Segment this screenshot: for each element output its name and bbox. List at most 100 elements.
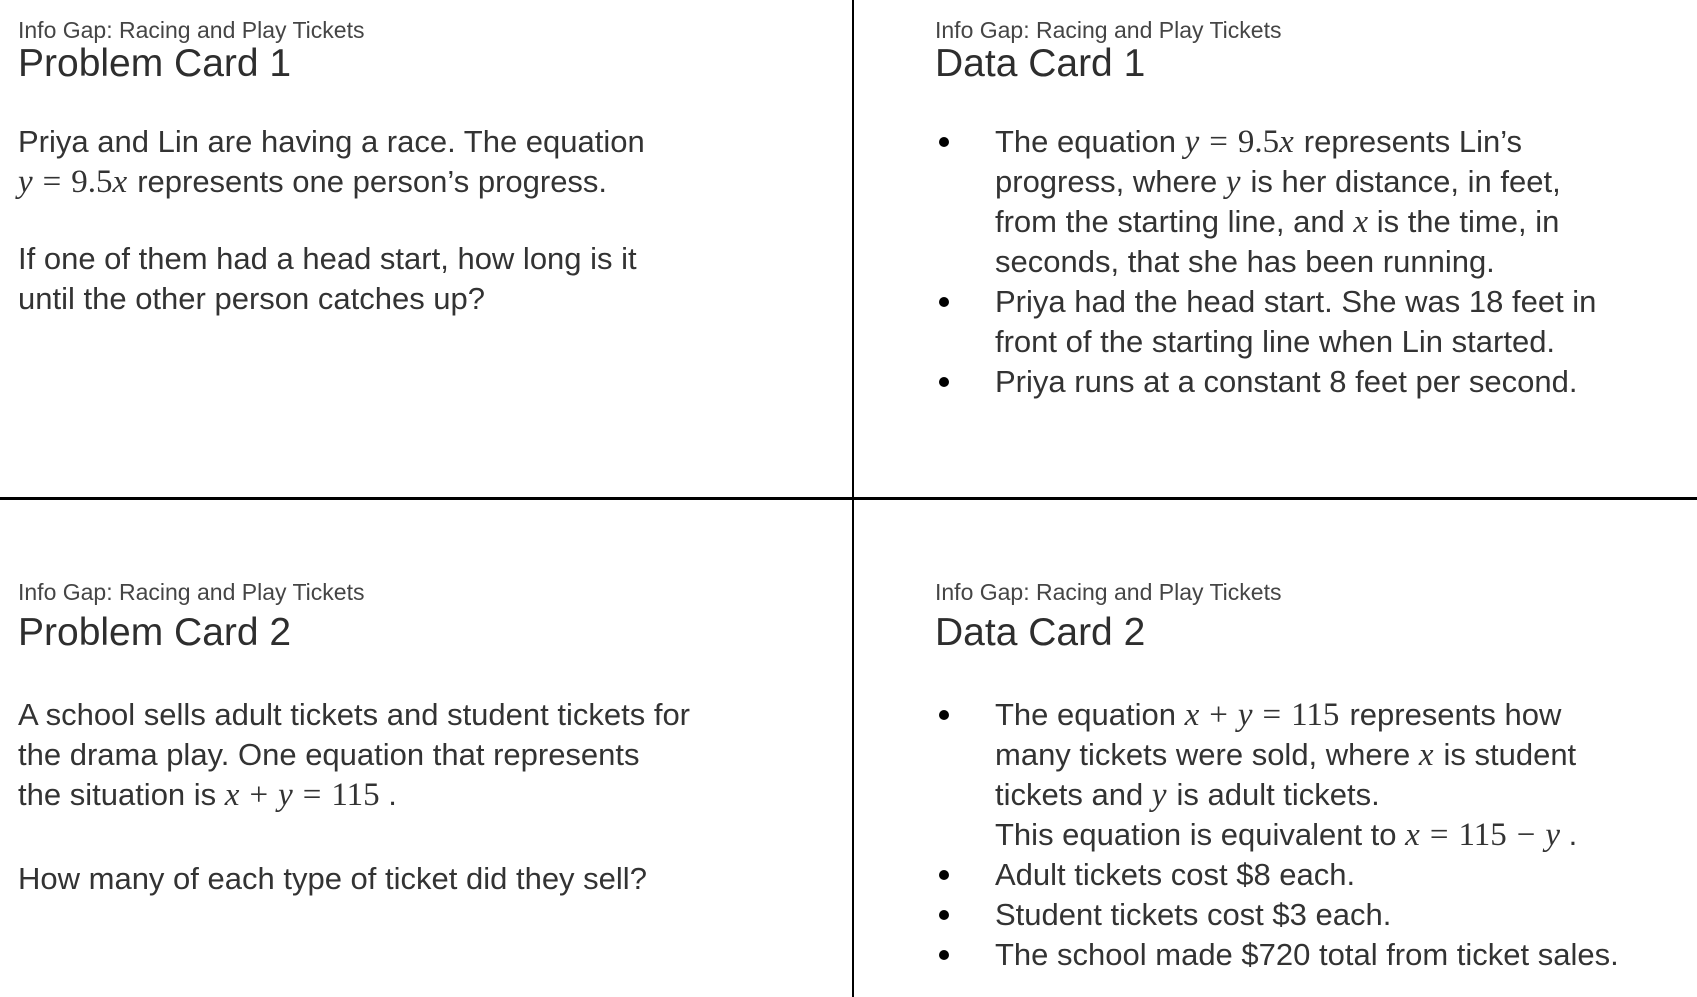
math-segment: y [1237, 697, 1253, 733]
text-line: progress, where y is her distance, in fee… [995, 162, 1596, 202]
text-segment: Priya runs at a constant 8 feet per seco… [995, 364, 1578, 399]
text-segment: represents Lin’s [1303, 124, 1523, 159]
text-line: many tickets were sold, where x is studen… [995, 735, 1619, 775]
problem-card-2: Info Gap: Racing and Play Tickets Proble… [0, 501, 853, 997]
card-title: Data Card 2 [935, 611, 1146, 654]
card-eyebrow: Info Gap: Racing and Play Tickets [935, 17, 1282, 43]
text-line: front of the starting line when Lin star… [995, 322, 1596, 362]
math-segment: + [249, 777, 269, 813]
text-line: The equation y = 9.5x represents Lin’s [995, 122, 1596, 162]
text-line: The school made $720 total from ticket s… [995, 935, 1619, 975]
card-title: Problem Card 2 [18, 611, 292, 654]
text-segment: from the starting line, and [995, 204, 1354, 239]
text-line: A school sells adult tickets and student… [18, 695, 690, 735]
text-segment: tickets and [995, 777, 1152, 812]
text-segment: represents how [1349, 697, 1562, 732]
text-segment: the situation is [18, 777, 225, 812]
bullet-item: Priya runs at a constant 8 feet per seco… [935, 362, 1596, 402]
text-segment: is her distance, in feet, [1250, 164, 1561, 199]
math-segment: y [278, 777, 293, 813]
math-segment: − [1516, 817, 1536, 853]
math-segment: + [1209, 697, 1228, 733]
bullet-item: The school made $720 total from ticket s… [935, 935, 1619, 975]
bullet-item: Adult tickets cost $8 each. [935, 855, 1619, 895]
math-segment: = [1209, 124, 1228, 160]
text-segment: is student [1443, 737, 1577, 772]
text-line: How many of each type of ticket did they… [18, 859, 647, 899]
math-segment: x [1405, 817, 1420, 853]
text-segment: represents one person’s progress. [137, 164, 608, 199]
card-eyebrow: Info Gap: Racing and Play Tickets [18, 579, 365, 605]
data-card-2: Info Gap: Racing and Play Tickets Data C… [855, 501, 1697, 997]
text-segment: the drama play. One equation that repres… [18, 737, 640, 772]
text-line: the drama play. One equation that repres… [18, 735, 690, 775]
text-line: Priya had the head start. She was 18 fee… [995, 282, 1596, 322]
math-segment: 115 [1458, 817, 1507, 853]
math-segment: y [18, 164, 33, 200]
paragraph: A school sells adult tickets and student… [18, 695, 690, 815]
math-segment: = [42, 164, 62, 200]
card-eyebrow: Info Gap: Racing and Play Tickets [18, 17, 365, 43]
text-segment: is adult tickets. [1176, 777, 1380, 812]
math-segment: 115 [331, 777, 380, 813]
text-line: until the other person catches up? [18, 279, 637, 319]
horizontal-divider [0, 497, 1697, 500]
text-segment: If one of them had a head start, how lon… [18, 241, 637, 276]
math-segment: 9.5 [1237, 124, 1280, 160]
text-segment: The equation [995, 124, 1185, 159]
bullet-list: The equation x + y = 115 represents how many t… [935, 695, 1619, 975]
text-segment: Student tickets cost $3 each. [995, 897, 1392, 932]
bullet-item: The equation y = 9.5x represents Lin’s progr… [935, 122, 1596, 282]
text-line: tickets and y is adult tickets. [995, 775, 1619, 815]
text-line: Student tickets cost $3 each. [995, 895, 1619, 935]
text-segment: Priya and Lin are having a race. The equ… [18, 124, 645, 159]
problem-card-1: Info Gap: Racing and Play Tickets Proble… [0, 0, 853, 497]
math-segment: y [1225, 164, 1241, 200]
text-line: This equation is equivalent to x = 115− y . [995, 815, 1619, 855]
text-segment: many tickets were sold, where [995, 737, 1419, 772]
paragraph: Priya and Lin are having a race. The equ… [18, 122, 645, 202]
text-segment: Priya had the head start. She was 18 fee… [995, 284, 1597, 319]
text-line: If one of them had a head start, how lon… [18, 239, 637, 279]
math-segment: y [1184, 124, 1200, 160]
card-title: Data Card 1 [935, 42, 1146, 85]
text-segment: seconds, that she has been running. [995, 244, 1495, 279]
bullet-item: Student tickets cost $3 each. [935, 895, 1619, 935]
text-segment: Adult tickets cost $8 each. [995, 857, 1356, 892]
text-segment: How many of each type of ticket did they… [18, 861, 647, 896]
text-segment: The school made $720 total from ticket s… [995, 937, 1619, 972]
card-eyebrow: Info Gap: Racing and Play Tickets [935, 579, 1282, 605]
text-segment: is the time, in [1368, 204, 1560, 239]
text-line: The equation x + y = 115 represents how [995, 695, 1619, 735]
text-line: from the starting line, and x is the tim… [995, 202, 1596, 242]
text-segment: front of the starting line when Lin star… [995, 324, 1556, 359]
text-line: Adult tickets cost $8 each. [995, 855, 1619, 895]
bullet-list: The equation y = 9.5x represents Lin’s progr… [935, 122, 1596, 402]
bullet-item: The equation x + y = 115 represents how many t… [935, 695, 1619, 855]
math-segment: 115 [1291, 697, 1340, 733]
text-segment: until the other person catches up? [18, 281, 486, 316]
text-segment: This equation is equivalent to [995, 817, 1406, 852]
math-segment: = [1429, 817, 1449, 853]
math-segment: y [1151, 777, 1167, 813]
paragraph: How many of each type of ticket did they… [18, 859, 647, 899]
text-segment: The equation [995, 697, 1185, 732]
text-segment: progress, where [995, 164, 1226, 199]
data-card-1: Info Gap: Racing and Play Tickets Data C… [855, 0, 1697, 497]
text-line: Priya runs at a constant 8 feet per seco… [995, 362, 1596, 402]
math-segment: = [1262, 697, 1282, 733]
text-line: Priya and Lin are having a race. The equ… [18, 122, 645, 162]
math-segment: x [1353, 204, 1369, 240]
math-segment: x [224, 777, 240, 813]
text-segment: A school sells adult tickets and student… [18, 697, 691, 732]
math-segment: x [1279, 124, 1294, 160]
text-segment: . [379, 777, 397, 812]
math-segment: 9.5 [71, 164, 113, 200]
math-segment: = [302, 777, 322, 813]
math-segment: x [112, 164, 128, 200]
paragraph: If one of them had a head start, how lon… [18, 239, 637, 319]
bullet-item: Priya had the head start. She was 18 fee… [935, 282, 1596, 362]
card-title: Problem Card 1 [18, 42, 292, 85]
text-line: seconds, that she has been running. [995, 242, 1596, 282]
